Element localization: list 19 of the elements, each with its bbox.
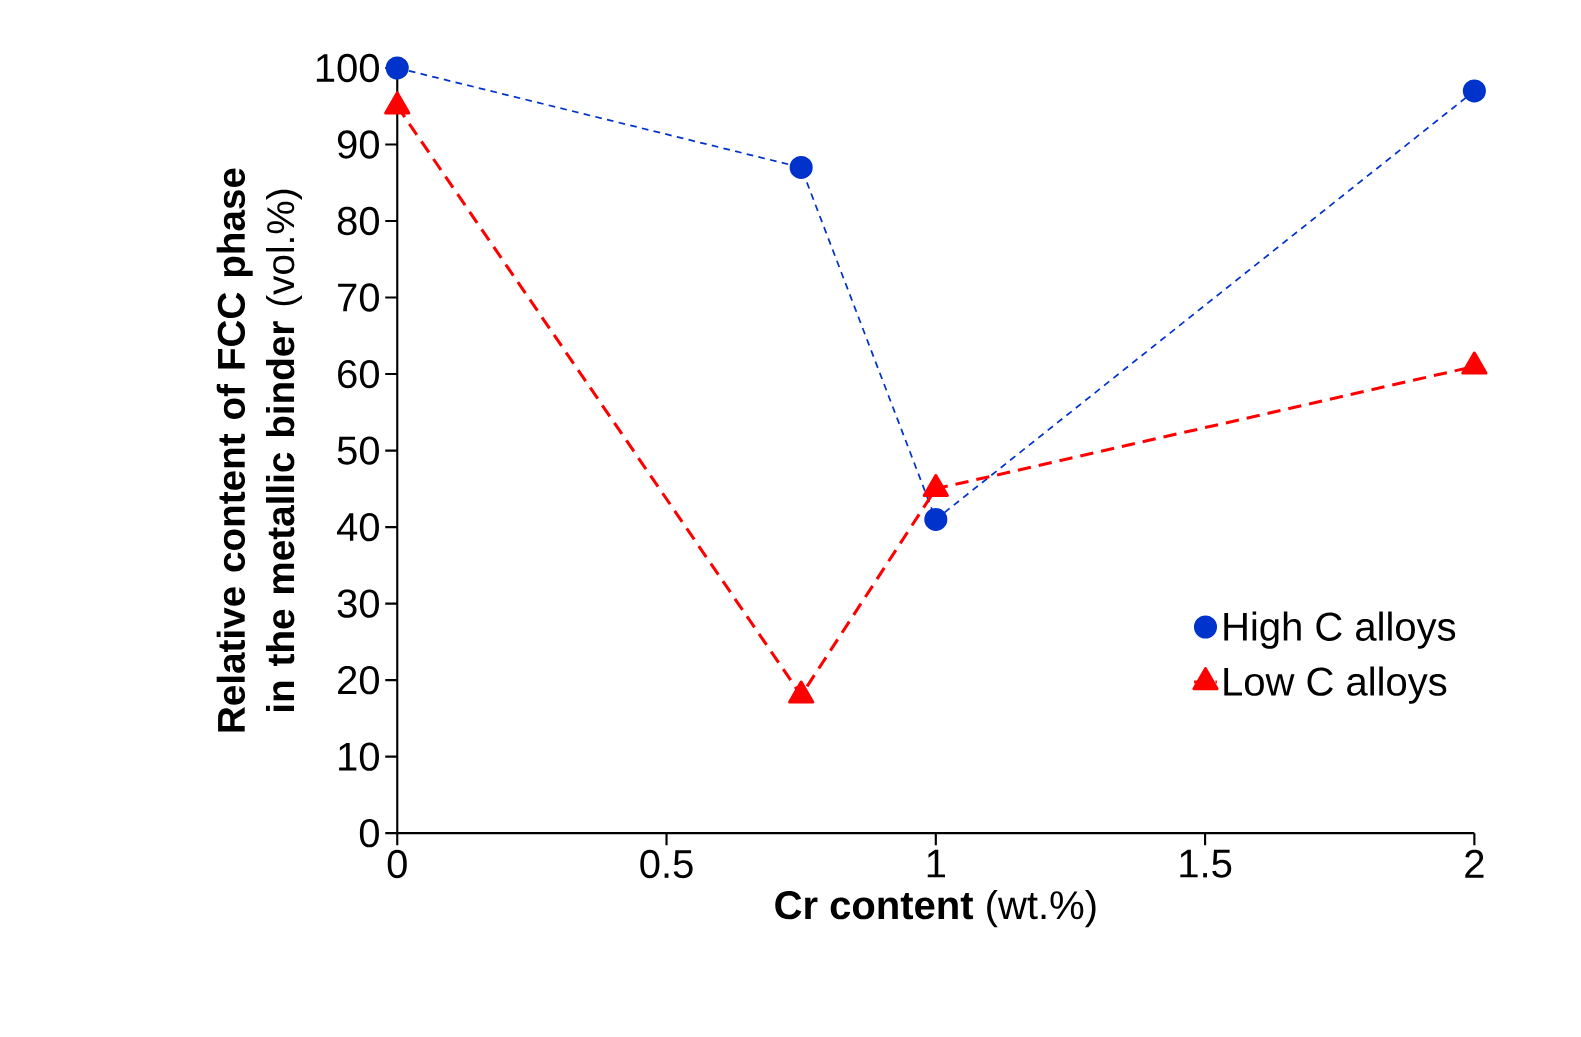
y-tick-label: 40 bbox=[336, 512, 379, 542]
y-tick-label: 60 bbox=[338, 359, 379, 389]
x-tick-label: 1.5 bbox=[1180, 849, 1232, 878]
legend-label: Low C alloys bbox=[1224, 666, 1447, 704]
y-tick-label: 90 bbox=[337, 130, 379, 159]
y-tick-label: 30 bbox=[337, 589, 379, 618]
y-tick-label: 70 bbox=[338, 283, 379, 312]
y-tick-label: 10 bbox=[339, 742, 379, 771]
x-tick-label: 0.5 bbox=[640, 849, 693, 879]
y-tick-label: 80 bbox=[337, 206, 379, 236]
x-tick-label: 0 bbox=[387, 849, 407, 879]
x-tick-label: 2 bbox=[1465, 849, 1484, 878]
y-tick-label: 50 bbox=[337, 436, 379, 465]
legend-label: High C alloys bbox=[1224, 611, 1456, 649]
y-tick-label: 100 bbox=[316, 53, 379, 83]
x-tick-label: 1 bbox=[927, 849, 945, 878]
y-tick-label: 0 bbox=[359, 818, 379, 848]
y-tick-label: 20 bbox=[338, 665, 379, 695]
x-axis-title: Cr content (wt.%) bbox=[775, 889, 1096, 928]
